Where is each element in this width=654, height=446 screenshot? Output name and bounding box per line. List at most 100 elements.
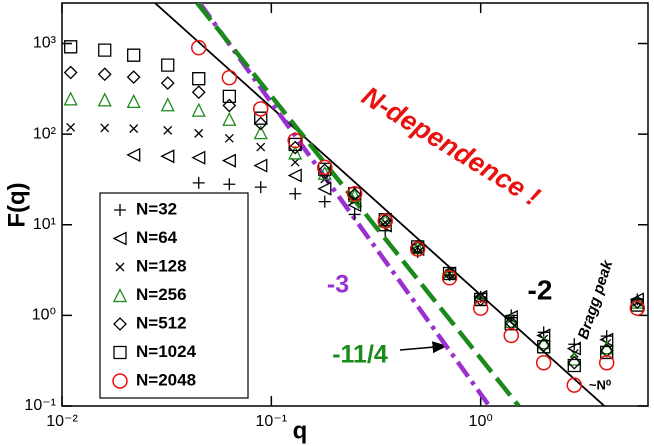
annotation: ~N⁰ (589, 377, 612, 392)
marker (629, 300, 646, 316)
x-tick-label: 10⁻² (46, 413, 78, 430)
y-tick-label: 10² (33, 125, 57, 142)
marker (254, 181, 267, 194)
marker (191, 150, 206, 165)
marker (566, 377, 583, 393)
marker (252, 101, 269, 117)
marker (222, 98, 237, 113)
legend-label: N=64 (136, 228, 178, 247)
marker (503, 327, 520, 344)
legend-marker (115, 262, 125, 272)
reference-line (197, 3, 492, 406)
marker (348, 208, 361, 221)
marker (537, 340, 551, 354)
y-axis-label: F(q) (3, 182, 30, 227)
marker (598, 355, 615, 371)
marker (97, 67, 112, 82)
marker (504, 313, 519, 328)
marker (568, 338, 581, 351)
marker (221, 69, 238, 86)
marker (347, 188, 362, 203)
legend-marker (114, 204, 126, 216)
marker (98, 43, 112, 57)
marker (126, 93, 141, 109)
legend-label: N=1024 (136, 342, 197, 361)
marker (536, 338, 551, 353)
marker (66, 122, 76, 132)
marker (288, 137, 302, 152)
marker (287, 132, 303, 149)
marker (346, 185, 363, 202)
marker (222, 89, 236, 104)
annotation: Bragg peak (575, 258, 617, 342)
legend-label: N=128 (136, 256, 187, 275)
arrow (399, 341, 448, 354)
marker (504, 317, 518, 331)
marker (160, 76, 175, 90)
line-label: -2 (528, 274, 553, 305)
marker (192, 72, 206, 86)
x-tick-label: 10⁻¹ (256, 413, 288, 430)
marker (377, 213, 393, 229)
marker (64, 40, 78, 54)
marker (535, 355, 552, 371)
marker (289, 187, 302, 200)
reference-line (195, 3, 521, 406)
marker (254, 111, 268, 125)
marker (63, 91, 78, 106)
marker (223, 178, 236, 191)
marker (222, 111, 237, 126)
legend-marker (113, 345, 127, 360)
marker (63, 65, 78, 80)
x-axis-label: q (293, 417, 308, 444)
marker (253, 116, 268, 131)
marker (288, 145, 303, 160)
line-label: -11/4 (332, 341, 388, 369)
marker (191, 102, 206, 117)
marker (472, 300, 489, 316)
marker (409, 241, 426, 257)
marker (97, 92, 112, 107)
legend-label: N=512 (136, 313, 187, 332)
legend-label: N=256 (136, 285, 187, 304)
marker (129, 124, 139, 134)
marker (190, 39, 207, 56)
plot-frame (61, 2, 649, 407)
legend-marker (112, 231, 127, 246)
legend-box (99, 192, 249, 399)
marker (256, 142, 266, 152)
marker (160, 97, 175, 112)
marker (253, 125, 268, 140)
marker (317, 163, 332, 178)
marker (378, 213, 393, 228)
marker (287, 168, 302, 183)
marker (317, 181, 332, 196)
annotation: N-dependence ! (357, 81, 545, 212)
legend-marker (113, 317, 127, 331)
marker (160, 149, 175, 164)
marker (567, 355, 582, 370)
marker (253, 158, 268, 173)
marker (126, 70, 141, 85)
marker (224, 133, 234, 143)
marker (194, 128, 204, 138)
marker (441, 270, 458, 286)
y-tick-label: 10³ (33, 35, 57, 52)
marker (163, 125, 173, 135)
legend-marker (112, 288, 128, 303)
legend-label: N=2048 (136, 370, 196, 389)
marker (161, 58, 175, 72)
marker (127, 48, 141, 62)
x-tick-label: 10⁰ (469, 413, 493, 430)
y-tick-label: 10⁰ (32, 307, 56, 324)
marker (567, 358, 581, 373)
marker (100, 123, 110, 133)
marker (318, 195, 331, 208)
marker (126, 147, 141, 162)
y-tick-label: 10⁻¹ (24, 397, 56, 414)
legend-label: N=32 (136, 199, 177, 218)
plot-area (63, 3, 646, 406)
marker (192, 176, 205, 189)
marker (191, 85, 206, 100)
